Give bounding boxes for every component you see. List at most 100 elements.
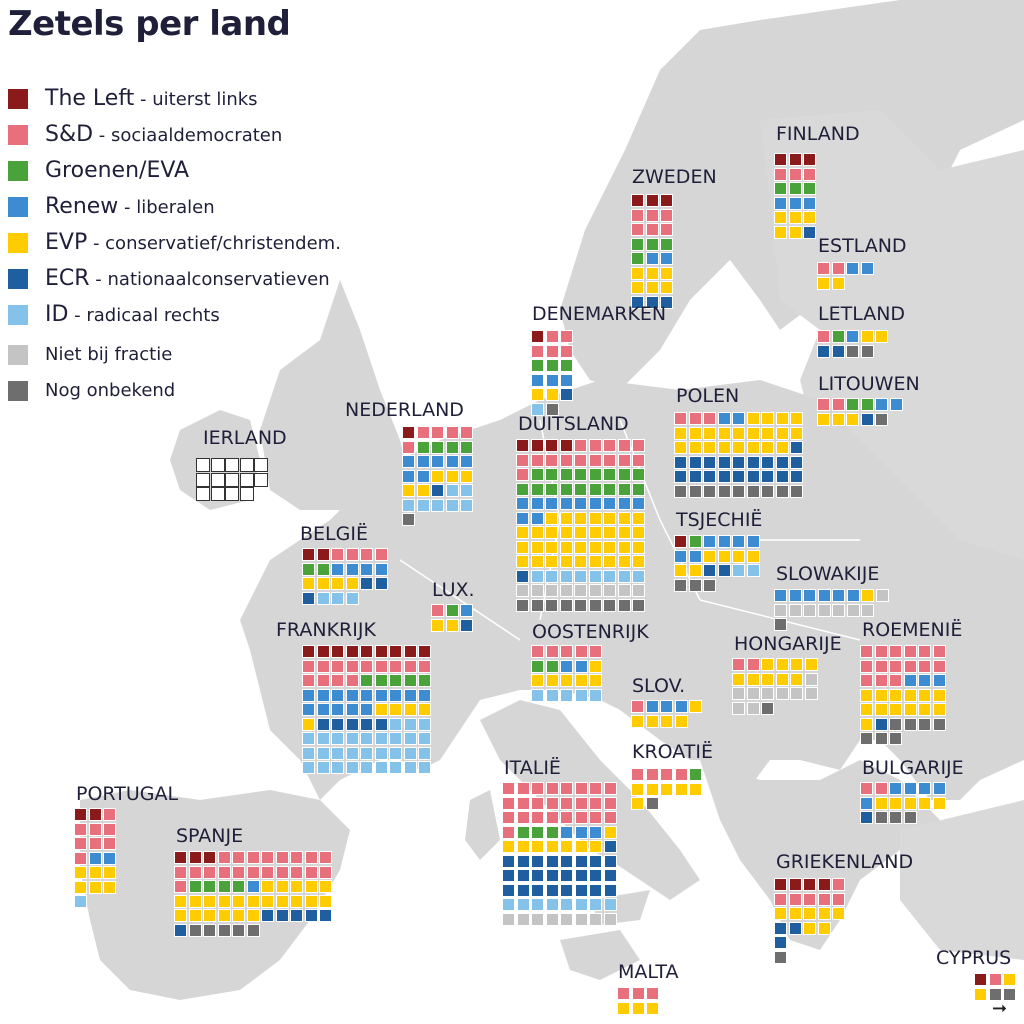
seat-cell-evp — [588, 555, 602, 568]
seat-cell-renew — [717, 535, 731, 548]
seat-cell-ecr — [302, 591, 315, 605]
seat-cell-id — [545, 898, 559, 911]
seat-cell-sd — [574, 439, 587, 452]
seat-cell-renew — [846, 589, 860, 602]
seat-cell-sd — [416, 426, 430, 439]
seat-cell-evp — [290, 880, 303, 893]
seat-cell-id — [403, 717, 417, 731]
seat-cell-sd — [531, 782, 544, 795]
seat-cell-evp — [774, 225, 787, 239]
seat-cell-unk — [588, 598, 602, 612]
seat-cell-evp — [688, 564, 702, 577]
seat-cell-sd — [774, 167, 787, 181]
legend-description: - uiterst links — [134, 89, 258, 110]
seat-cell-renew — [860, 262, 874, 275]
seat-cell-ecr — [717, 455, 731, 469]
seat-cell-green — [217, 880, 231, 893]
seat-cell-unk — [775, 484, 789, 498]
legend-swatch — [8, 305, 28, 325]
seat-cell-sd — [589, 782, 602, 795]
seat-cell-unk — [688, 484, 702, 498]
seat-cell-evp — [232, 894, 245, 908]
seat-cell-unk — [688, 578, 702, 592]
seat-cell-green — [603, 482, 616, 496]
seat-cell-left — [188, 851, 202, 864]
seat-cell-renew — [88, 851, 102, 865]
seat-cell-evp — [261, 880, 274, 893]
seat-cell-ecr — [788, 921, 802, 935]
seat-cell-id — [360, 746, 373, 760]
seat-cell-sd — [275, 865, 289, 879]
seat-cell-sd — [874, 659, 888, 673]
seat-cell-renew — [402, 469, 415, 483]
seat-cell-sd — [418, 659, 431, 673]
seat-cell-renew — [560, 825, 573, 839]
seat-cell-evp — [889, 796, 902, 810]
seat-cell-evp — [617, 555, 631, 568]
seat-cell-renew — [875, 398, 888, 411]
seat-cell-empty — [225, 472, 239, 487]
legend-label: Nog onbekend — [45, 378, 175, 404]
legend-swatch — [8, 233, 28, 253]
seat-cell-sd — [516, 782, 530, 795]
seat-cell-evp — [688, 441, 702, 454]
seat-cell-ecr — [746, 455, 760, 469]
seat-cell-nf — [790, 687, 803, 700]
seat-cell-sd — [632, 439, 645, 452]
seat-cell-nf — [588, 584, 602, 597]
seat-cell-empty — [254, 458, 268, 472]
seat-cell-ecr — [860, 412, 874, 426]
seat-cell-renew — [545, 373, 559, 387]
seat-cell-green — [603, 468, 616, 481]
country-label-hongarije: HONGARIJE — [734, 633, 842, 655]
seat-cell-evp — [631, 266, 644, 280]
seat-cell-evp — [817, 412, 830, 426]
seat-cell-green — [203, 880, 216, 893]
seat-cell-renew — [889, 398, 903, 411]
seat-cell-ecr — [574, 883, 588, 897]
seat-cell-sd — [603, 782, 617, 795]
seat-cell-id — [588, 569, 602, 583]
seat-cell-unk — [846, 344, 859, 358]
seat-cell-sd — [817, 398, 830, 411]
seat-cell-renew — [889, 782, 902, 795]
seat-cell-sd — [603, 796, 617, 810]
seat-cell-green — [516, 482, 529, 496]
seat-cell-nf — [861, 603, 874, 617]
seat-cell-evp — [103, 880, 116, 894]
seat-cell-renew — [803, 589, 816, 602]
seat-cell-unk — [774, 618, 787, 631]
seat-cell-id — [418, 761, 431, 774]
seat-cell-evp — [761, 658, 774, 671]
seat-cell-evp — [632, 511, 645, 525]
seat-cell-empty — [225, 487, 239, 501]
seat-cell-evp — [261, 894, 274, 908]
seat-cell-ecr — [803, 225, 816, 239]
seat-cell-sd — [345, 674, 359, 687]
seat-cell-id — [589, 688, 602, 702]
seat-cell-sd — [988, 973, 1002, 986]
seat-cell-sd — [574, 811, 588, 824]
seat-cell-sd — [918, 645, 931, 658]
seat-cell-renew — [788, 589, 802, 602]
seat-cell-sd — [832, 892, 845, 906]
seat-cell-evp — [645, 266, 659, 280]
seat-cell-sd — [589, 796, 602, 810]
seat-cell-green — [374, 674, 388, 687]
legend-swatch — [8, 269, 28, 289]
seat-cell-evp — [717, 426, 731, 440]
seat-cell-sd — [560, 811, 573, 824]
seat-cell-green — [530, 468, 544, 481]
seat-cell-nf — [875, 589, 889, 602]
seat-cell-green — [416, 440, 430, 454]
seat-cell-sd — [617, 987, 630, 1000]
seat-cell-left — [331, 645, 344, 658]
country-label-oostenrijk: OOSTENRIJK — [532, 621, 649, 643]
seat-cell-sd — [331, 659, 344, 673]
seat-cell-sd — [374, 659, 388, 673]
seat-cell-sd — [545, 344, 559, 358]
seat-cell-unk — [545, 598, 558, 612]
seat-cell-evp — [74, 880, 87, 894]
seat-cell-evp — [631, 281, 644, 294]
seat-cell-evp — [903, 703, 917, 716]
